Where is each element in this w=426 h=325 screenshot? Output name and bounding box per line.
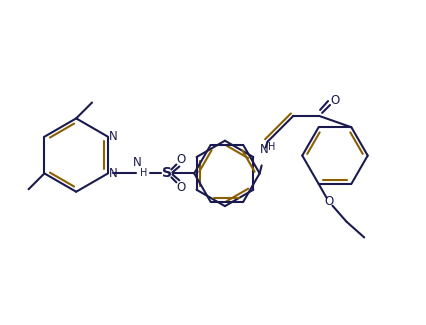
Text: N: N [109, 167, 118, 180]
Text: O: O [331, 94, 340, 107]
Text: O: O [177, 153, 186, 166]
Text: H: H [140, 168, 147, 178]
Text: N: N [133, 156, 141, 169]
Text: N: N [109, 130, 118, 143]
Text: S: S [162, 166, 173, 180]
Text: N: N [259, 143, 268, 156]
Text: H: H [268, 142, 275, 151]
Text: O: O [324, 195, 333, 208]
Text: O: O [177, 181, 186, 194]
